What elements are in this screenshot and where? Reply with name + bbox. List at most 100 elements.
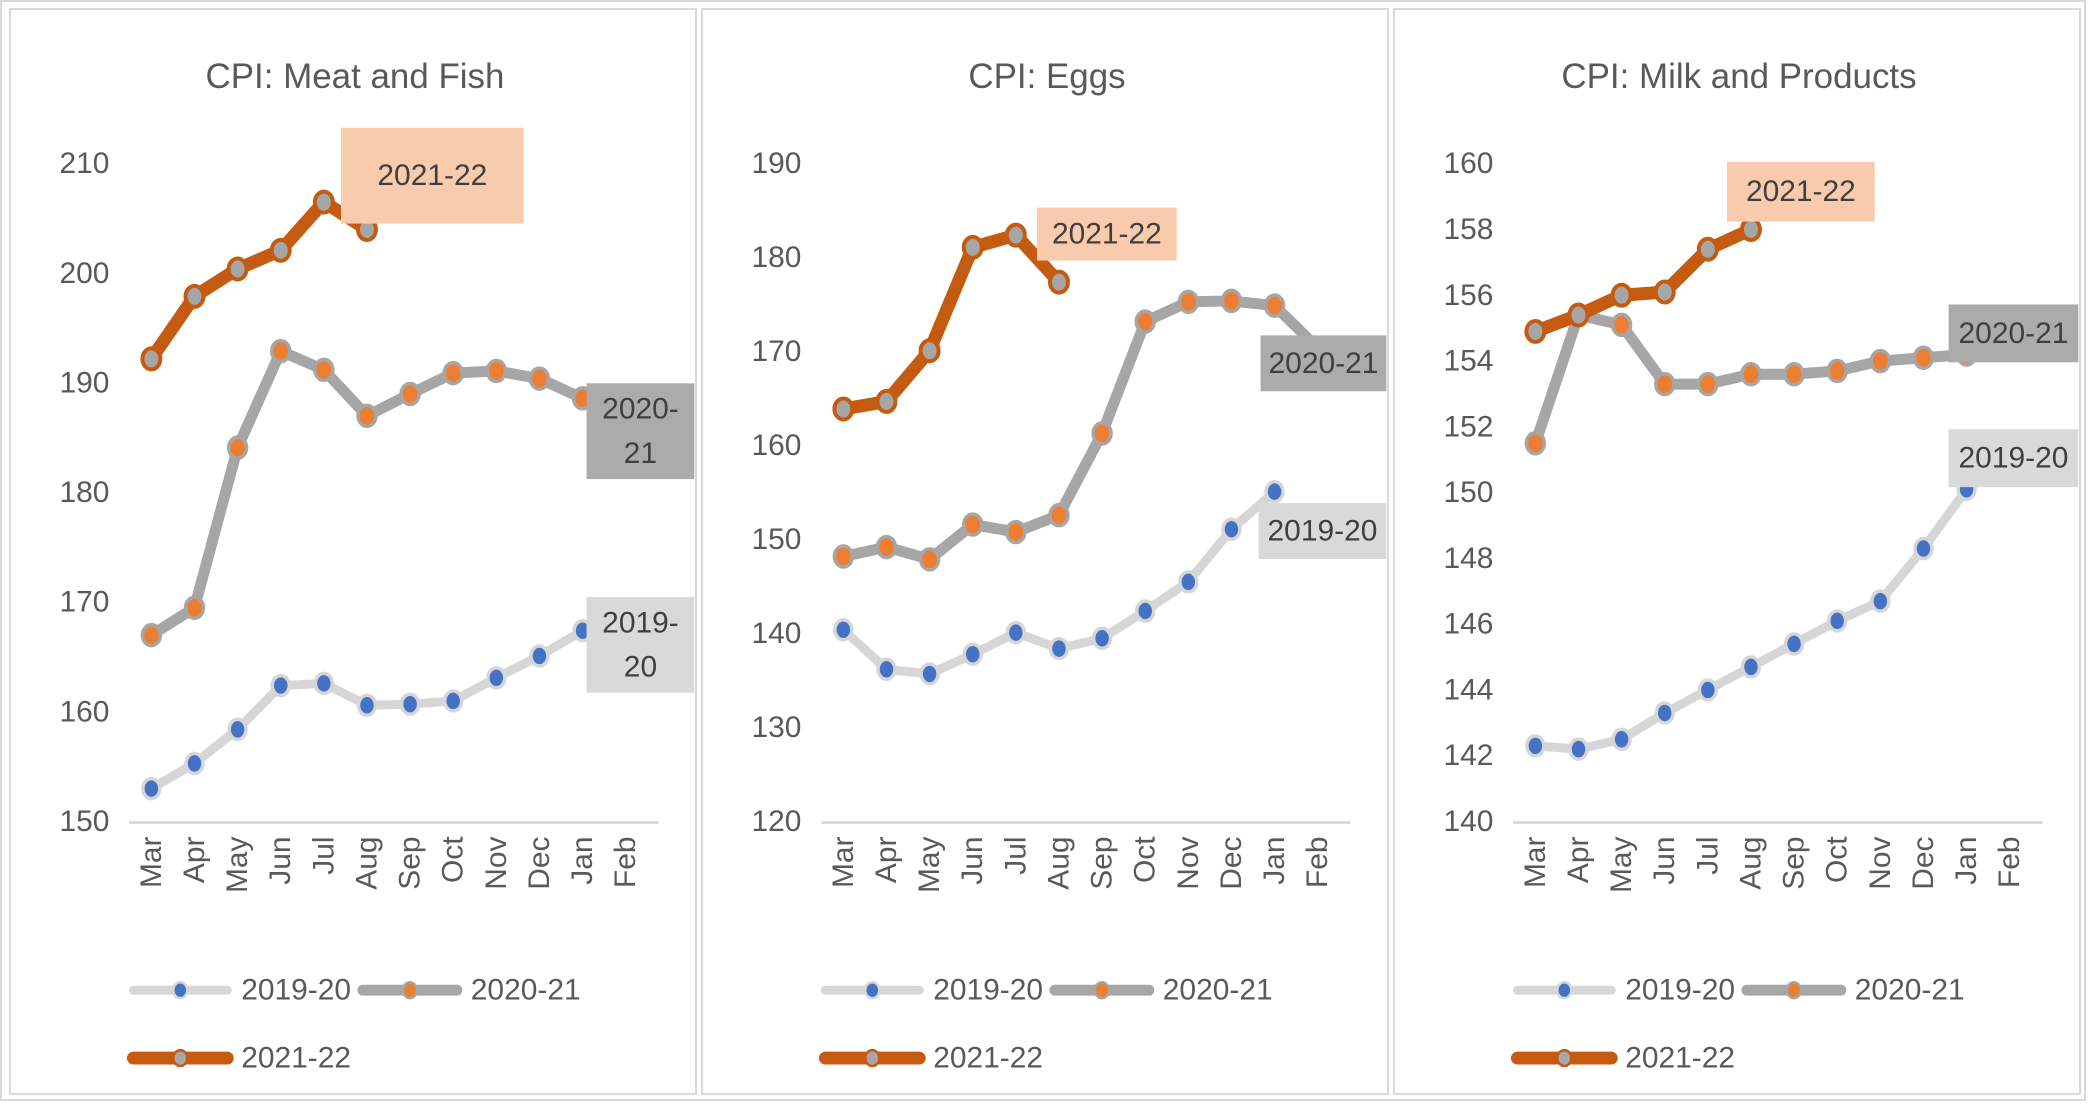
series-marker-2021-22 — [918, 338, 941, 364]
series-marker-2019-20 — [399, 692, 421, 716]
x-tick-label: Aug — [350, 836, 383, 889]
series-marker-2020-21 — [918, 547, 941, 572]
series-marker-2020-21 — [1005, 519, 1027, 545]
series-marker-2019-20 — [1005, 620, 1027, 645]
series-marker-2020-21 — [1826, 358, 1848, 384]
legend-label: 2021-22 — [1625, 1042, 1735, 1075]
x-tick-label: Feb — [1301, 836, 1334, 888]
series-marker-2021-22 — [1610, 282, 1633, 308]
series-marker-2019-20 — [1697, 678, 1719, 702]
series-marker-2019-20 — [876, 657, 897, 681]
series-marker-2019-20 — [1654, 701, 1675, 725]
series-marker-2020-21 — [1912, 345, 1935, 370]
y-tick-label: 144 — [1443, 673, 1493, 706]
series-callout-label-2020-21: 2020-21 — [1269, 347, 1379, 380]
legend-label: 2019-20 — [933, 974, 1043, 1007]
series-marker-2019-20 — [442, 689, 464, 713]
series-marker-2020-21 — [1220, 288, 1243, 314]
y-tick-label: 152 — [1443, 410, 1493, 443]
series-marker-2020-21 — [1783, 361, 1805, 387]
x-tick-label: Feb — [609, 836, 642, 888]
series-callout-label-2021-22: 2021-22 — [377, 159, 487, 192]
series-marker-2021-22 — [1696, 236, 1719, 262]
series-marker-2020-21 — [1263, 293, 1286, 318]
series-line-2019-20 — [1530, 484, 1972, 754]
y-tick-label: 180 — [59, 476, 109, 509]
legend-item-2019-20: 2019-20 — [128, 974, 351, 1007]
series-marker-2020-21 — [1524, 431, 1547, 456]
series-marker-2020-21 — [1654, 371, 1676, 397]
series-marker-2019-20 — [486, 666, 507, 690]
x-tick-label: Apr — [1562, 836, 1595, 883]
series-marker-2020-21 — [1048, 502, 1070, 528]
series-marker-2020-21 — [140, 622, 163, 648]
legend-swatch-marker — [1785, 980, 1803, 1000]
series-marker-2019-20 — [1178, 570, 1199, 594]
x-tick-label: May — [221, 836, 254, 893]
series-line-2021-22 — [836, 228, 1066, 416]
series-marker-2021-22 — [1524, 318, 1547, 344]
series-marker-2019-20 — [919, 662, 940, 686]
series-callout-label-2019-20: 20 — [624, 650, 657, 683]
series-marker-2019-20 — [1048, 636, 1070, 661]
y-tick-label: 146 — [1443, 608, 1493, 641]
chart-panel-milk-and-products: CPI: Milk and Products 140 142 144 146 148 150… — [1393, 8, 2081, 1095]
y-tick-label: 148 — [1443, 542, 1493, 575]
series-marker-2019-20 — [529, 644, 550, 668]
series-marker-2021-22 — [961, 234, 984, 260]
series-marker-2021-22 — [1047, 269, 1070, 295]
chart-panel-meat-and-fish: CPI: Meat and Fish 150 160 170 180 190 200 210 M… — [9, 8, 697, 1095]
legend-item-2021-22: 2021-22 — [126, 1042, 351, 1075]
series-callout-label-2019-20: 2019-20 — [1268, 515, 1378, 548]
series-marker-2019-20 — [141, 776, 162, 801]
legend-label: 2020-21 — [1855, 974, 1965, 1007]
legend-label: 2021-22 — [933, 1042, 1043, 1075]
series-callout-box-2021-22 — [1727, 161, 1875, 222]
x-tick-label: Sep — [1086, 836, 1119, 889]
series-marker-2020-21 — [226, 435, 249, 460]
y-tick-label: 190 — [59, 366, 109, 399]
x-tick-label: Oct — [1129, 836, 1162, 883]
series-marker-2021-22 — [312, 189, 335, 215]
y-tick-label: 150 — [1443, 476, 1493, 509]
series-marker-2021-22 — [1567, 302, 1590, 328]
series-marker-2020-21 — [832, 544, 855, 569]
series-callout-box-2021-22 — [341, 127, 524, 224]
series-marker-2020-21 — [485, 358, 508, 384]
series-marker-2020-21 — [442, 360, 464, 386]
series-marker-2019-20 — [1870, 589, 1891, 613]
x-tick-label: Jun — [956, 836, 989, 884]
series-marker-2021-22 — [1739, 217, 1762, 242]
x-tick-label: Jun — [1648, 836, 1681, 884]
legend-label: 2019-20 — [1625, 974, 1735, 1007]
y-tick-label: 150 — [59, 805, 109, 838]
y-tick-label: 160 — [59, 695, 109, 728]
series-marker-2019-20 — [833, 618, 854, 642]
x-tick-label: Dec — [523, 836, 556, 889]
y-tick-label: 120 — [751, 805, 801, 838]
legend-swatch-marker — [864, 980, 881, 1000]
legend-label: 2019-20 — [241, 974, 351, 1007]
series-marker-2019-20 — [1568, 737, 1589, 761]
x-tick-label: Aug — [1734, 836, 1767, 889]
chart-canvas: CPI: Milk and Products 140 142 144 146 148 150… — [1443, 57, 2079, 1075]
x-tick-label: Oct — [1821, 836, 1854, 883]
series-marker-2019-20 — [1134, 599, 1156, 623]
chart-canvas: CPI: Meat and Fish 150 160 170 180 190 200 210 M… — [59, 57, 695, 1075]
x-tick-label: Aug — [1042, 836, 1075, 889]
series-callout-label-2020-21: 2020-21 — [1959, 317, 2069, 350]
y-tick-label: 154 — [1443, 345, 1493, 378]
series-marker-2019-20 — [1221, 517, 1242, 541]
series-marker-2020-21 — [1740, 361, 1762, 387]
series-marker-2020-21 — [962, 512, 984, 537]
series-marker-2020-21 — [1177, 289, 1200, 315]
series-callout-label-2019-20: 2019-20 — [1959, 442, 2069, 475]
y-tick-label: 170 — [751, 335, 801, 368]
series-marker-2019-20 — [1783, 632, 1805, 656]
series-marker-2020-21 — [1134, 309, 1156, 334]
legend-swatch-marker — [1556, 1048, 1573, 1068]
legend-label: 2020-21 — [1163, 974, 1273, 1007]
x-tick-label: Nov — [1172, 836, 1205, 889]
chart-canvas: CPI: Eggs 120 130 140 150 160 170 180 190 Mar Apr M… — [751, 57, 1387, 1075]
series-marker-2020-21 — [1091, 421, 1113, 446]
